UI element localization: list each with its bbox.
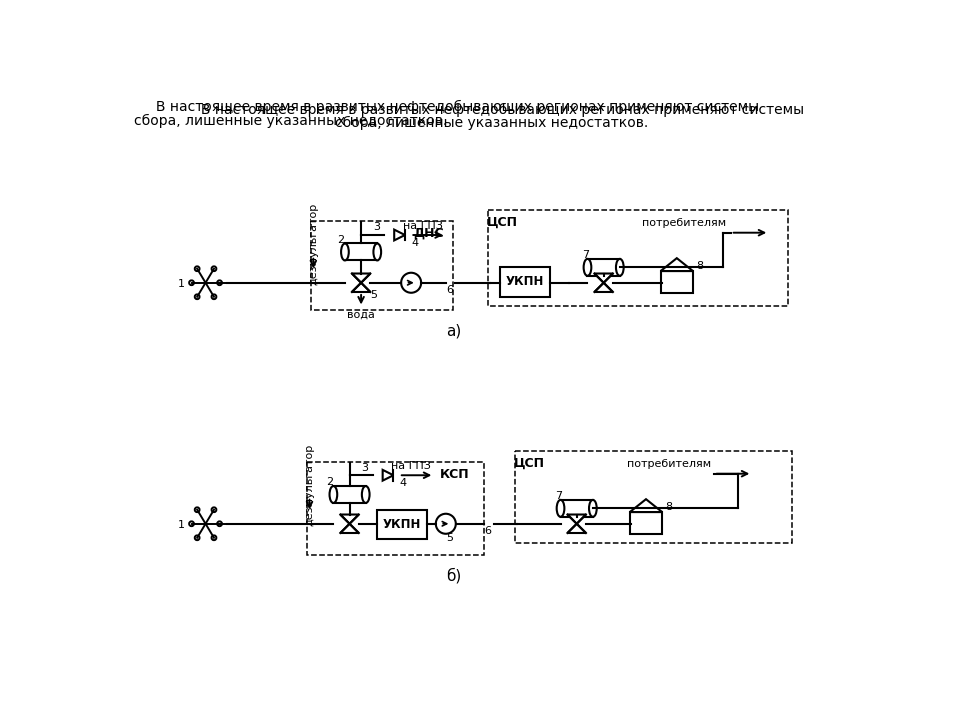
Circle shape: [211, 536, 216, 540]
Text: 4: 4: [400, 478, 407, 488]
Text: потребителям: потребителям: [642, 218, 727, 228]
Text: 6: 6: [485, 526, 492, 536]
Circle shape: [195, 536, 200, 540]
Text: ЦСП: ЦСП: [487, 215, 517, 228]
Polygon shape: [352, 274, 371, 283]
Text: 1: 1: [178, 279, 184, 289]
Bar: [311, 221, 453, 310]
Text: 8: 8: [696, 261, 704, 271]
Polygon shape: [340, 523, 359, 533]
Circle shape: [217, 280, 222, 285]
Text: на ГПЗ: на ГПЗ: [403, 221, 443, 231]
Bar: [516, 451, 792, 543]
Polygon shape: [340, 515, 359, 523]
Text: дезмульгатор: дезмульгатор: [304, 444, 315, 526]
Ellipse shape: [584, 259, 591, 276]
Text: 3: 3: [373, 222, 380, 233]
Polygon shape: [594, 283, 612, 292]
Circle shape: [211, 508, 216, 512]
Text: 7: 7: [555, 491, 562, 501]
Text: на ГПЗ: на ГПЗ: [392, 461, 431, 471]
Circle shape: [401, 273, 421, 293]
Text: а): а): [445, 324, 461, 338]
Text: 8: 8: [665, 502, 673, 512]
Circle shape: [436, 514, 456, 534]
Text: потребителям: потребителям: [627, 459, 711, 469]
Bar: [660, 271, 693, 293]
Ellipse shape: [341, 243, 348, 261]
Polygon shape: [594, 274, 612, 283]
Text: 1: 1: [178, 521, 184, 531]
Circle shape: [211, 294, 216, 300]
Circle shape: [189, 521, 194, 526]
Polygon shape: [567, 523, 586, 533]
Bar: [333, 486, 366, 503]
Text: 5: 5: [446, 533, 453, 543]
Circle shape: [195, 294, 200, 300]
Bar: [345, 243, 377, 261]
Text: 4: 4: [412, 238, 419, 248]
Text: УКПН: УКПН: [506, 276, 544, 289]
Text: сбора, лишенные указанных недостатков.: сбора, лишенные указанных недостатков.: [134, 114, 447, 128]
Text: сбора, лишенные указанных недостатков.: сбора, лишенные указанных недостатков.: [335, 116, 649, 130]
Text: ЦСП: ЦСП: [514, 456, 544, 469]
Text: 3: 3: [362, 462, 369, 472]
Circle shape: [195, 266, 200, 271]
Polygon shape: [383, 470, 394, 481]
Bar: [376, 510, 426, 539]
Polygon shape: [567, 515, 586, 523]
Text: В настоящее время в развитых нефтедобывающих регионах применяют системы: В настоящее время в развитых нефтедобыва…: [134, 100, 759, 114]
Ellipse shape: [616, 259, 624, 276]
Text: дезмульгатор: дезмульгатор: [308, 203, 319, 285]
Circle shape: [189, 280, 194, 285]
Polygon shape: [630, 499, 662, 512]
Text: 2: 2: [326, 477, 333, 487]
Ellipse shape: [373, 243, 381, 261]
Text: УКПН: УКПН: [382, 518, 420, 531]
Text: КСП: КСП: [441, 468, 469, 481]
Polygon shape: [352, 283, 371, 292]
Ellipse shape: [362, 486, 370, 503]
Bar: [488, 210, 788, 306]
Polygon shape: [660, 258, 693, 271]
Text: 2: 2: [338, 235, 345, 245]
Circle shape: [217, 521, 222, 526]
Text: 5: 5: [370, 290, 377, 300]
Ellipse shape: [329, 486, 337, 503]
Bar: [307, 462, 484, 554]
Circle shape: [211, 266, 216, 271]
Ellipse shape: [557, 500, 564, 517]
Text: 6: 6: [446, 285, 453, 295]
Text: вода: вода: [348, 310, 375, 320]
Text: б): б): [445, 567, 461, 583]
Ellipse shape: [589, 500, 597, 517]
Text: 7: 7: [582, 250, 588, 260]
Bar: [500, 267, 550, 297]
Bar: [588, 259, 620, 276]
Circle shape: [195, 508, 200, 512]
Bar: [561, 500, 593, 517]
Text: В настоящее время в развитых нефтедобывающих регионах применяют системы: В настоящее время в развитых нефтедобыва…: [180, 104, 804, 117]
Bar: [630, 512, 662, 534]
Polygon shape: [395, 230, 405, 240]
Text: ДНС: ДНС: [414, 227, 444, 240]
